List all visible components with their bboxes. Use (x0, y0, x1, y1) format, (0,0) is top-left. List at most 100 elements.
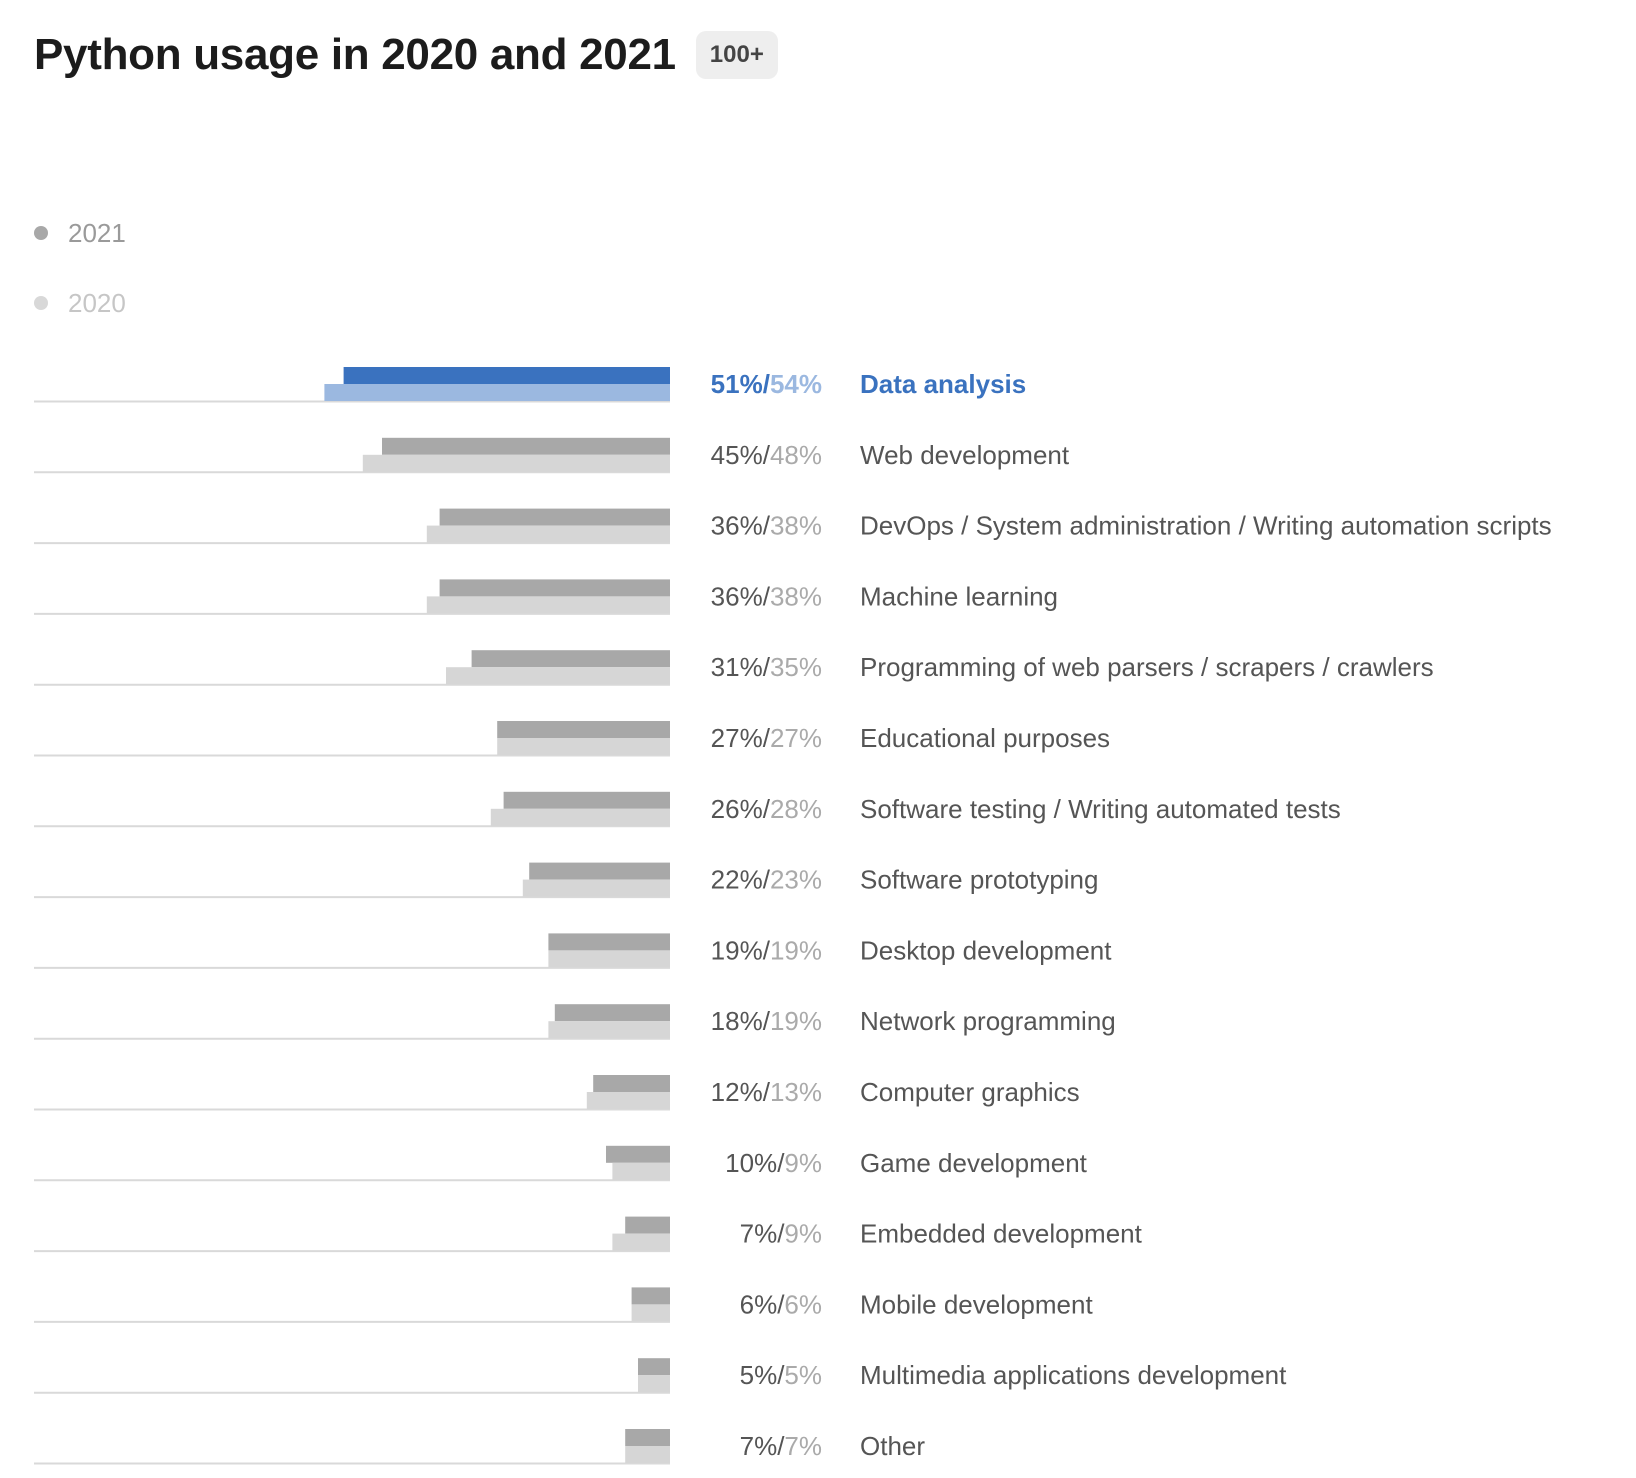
value-label: 19%/19% (711, 935, 822, 965)
value-label-separator: / (763, 440, 771, 470)
legend-dot-2021 (34, 226, 48, 240)
bar-2021 (625, 1429, 670, 1446)
category-label: Computer graphics (860, 1077, 1080, 1107)
legend-label-2021: 2021 (68, 217, 126, 248)
value-label-separator: / (763, 1006, 771, 1036)
bar-2021 (548, 933, 670, 951)
bar-row[interactable]: 7%/7% Other (34, 1429, 925, 1465)
value-label: 36%/38% (711, 581, 822, 611)
legend: 2021 2020 (34, 215, 126, 355)
value-label-separator: / (777, 1431, 785, 1461)
value-label-2020: 23% (770, 865, 822, 895)
bar-2020 (490, 808, 670, 826)
category-label: Network programming (860, 1006, 1116, 1036)
value-label-2020: 27% (770, 723, 822, 753)
legend-label-2020: 2020 (68, 287, 126, 318)
bar-2021 (343, 367, 670, 384)
value-label: 5%/5% (740, 1360, 822, 1390)
value-label-2020: 35% (770, 652, 822, 682)
bar-row[interactable]: 36%/38% DevOps / System administration / … (34, 508, 1552, 545)
bar-2021 (382, 437, 670, 455)
bar-row[interactable]: 27%/27% Educational purposes (34, 721, 1110, 757)
value-label-2020: 9% (784, 1148, 822, 1178)
value-label-separator: / (763, 369, 770, 399)
bar-2021 (439, 508, 670, 526)
value-label-2020: 13% (770, 1077, 822, 1107)
value-label: 26%/28% (711, 794, 822, 824)
bar-row[interactable]: 51%/54% Data analysis (34, 367, 1026, 403)
value-label-separator: / (777, 1219, 785, 1249)
bar-row[interactable]: 45%/48% Web development (34, 437, 1070, 474)
bar-2020 (612, 1162, 670, 1180)
value-label: 7%/7% (740, 1431, 822, 1461)
value-label-2021: 51% (711, 369, 763, 399)
bar-2021 (439, 579, 670, 597)
bar-row[interactable]: 12%/13% Computer graphics (34, 1075, 1080, 1111)
bar-2021 (529, 862, 670, 880)
category-label: DevOps / System administration / Writing… (860, 511, 1552, 541)
bar-row[interactable]: 18%/19% Network programming (34, 1004, 1116, 1040)
value-label-2020: 5% (784, 1360, 822, 1390)
value-label: 6%/6% (740, 1289, 822, 1319)
category-label: Programming of web parsers / scrapers / … (860, 652, 1434, 682)
value-label: 7%/9% (740, 1219, 822, 1249)
value-label-2020: 38% (770, 511, 822, 541)
value-label-2021: 5% (740, 1360, 778, 1390)
legend-item-2020[interactable]: 2020 (34, 285, 126, 321)
bar-2021 (631, 1287, 670, 1305)
bar-2020 (497, 738, 670, 755)
value-label: 51%/54% (711, 369, 822, 399)
value-label: 45%/48% (711, 440, 822, 470)
bar-row[interactable]: 36%/38% Machine learning (34, 579, 1058, 615)
bar-row[interactable]: 31%/35% Programming of web parsers / scra… (34, 650, 1434, 686)
value-label-2021: 36% (711, 581, 763, 611)
value-label-separator: / (763, 652, 771, 682)
bar-2021 (554, 1004, 670, 1022)
value-label-2021: 7% (740, 1431, 778, 1461)
category-label: Web development (860, 440, 1070, 470)
bar-2020 (638, 1375, 670, 1393)
value-label-2020: 9% (784, 1219, 822, 1249)
bar-2021 (625, 1216, 670, 1234)
value-label-2020: 19% (770, 1006, 822, 1036)
bar-row[interactable]: 10%/9% Game development (34, 1145, 1088, 1182)
bar-2021 (606, 1145, 670, 1163)
category-label: Mobile development (860, 1289, 1093, 1319)
category-label: Data analysis (860, 369, 1026, 399)
chart-title: Python usage in 2020 and 2021 (34, 30, 676, 79)
value-label-separator: / (777, 1148, 785, 1178)
category-label: Game development (860, 1148, 1088, 1178)
bar-row[interactable]: 19%/19% Desktop development (34, 933, 1112, 969)
bar-2020 (625, 1446, 670, 1463)
value-label: 36%/38% (711, 511, 822, 541)
value-label-separator: / (777, 1289, 785, 1319)
value-label-2021: 26% (711, 794, 763, 824)
category-label: Machine learning (860, 581, 1058, 611)
value-label: 31%/35% (711, 652, 822, 682)
value-label-separator: / (763, 935, 771, 965)
bar-row[interactable]: 5%/5% Multimedia applications development (34, 1358, 1287, 1394)
value-label-separator: / (763, 723, 771, 753)
respondents-badge[interactable]: 100+ (695, 31, 778, 79)
bar-2020 (522, 879, 670, 897)
value-label-separator: / (763, 581, 771, 611)
category-label: Educational purposes (860, 723, 1110, 753)
bar-2020 (362, 454, 670, 472)
value-label-2020: 38% (770, 581, 822, 611)
bar-row[interactable]: 22%/23% Software prototyping (34, 862, 1098, 899)
bar-2020 (446, 667, 670, 685)
bar-2020 (631, 1304, 670, 1322)
legend-dot-2020 (34, 296, 48, 310)
value-label-2021: 6% (740, 1289, 778, 1319)
bar-row[interactable]: 26%/28% Software testing / Writing automa… (34, 791, 1341, 828)
bar-2020 (426, 525, 670, 543)
value-label-2020: 19% (770, 935, 822, 965)
bar-2021 (638, 1358, 670, 1376)
bar-row[interactable]: 7%/9% Embedded development (34, 1216, 1143, 1253)
value-label: 12%/13% (711, 1077, 822, 1107)
bar-2020 (586, 1092, 670, 1109)
value-label: 27%/27% (711, 723, 822, 753)
value-label-separator: / (763, 1077, 771, 1107)
bar-row[interactable]: 6%/6% Mobile development (34, 1287, 1093, 1323)
legend-item-2021[interactable]: 2021 (34, 215, 126, 251)
